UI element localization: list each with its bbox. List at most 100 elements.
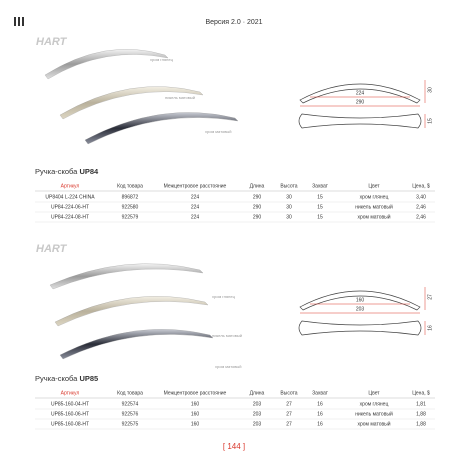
column-header: Цвет: [368, 183, 380, 189]
table-cell: 16: [317, 401, 323, 407]
table-cell: хром глянец: [360, 194, 389, 200]
brand-logo: HART: [36, 243, 68, 255]
table-cell: 922580: [122, 204, 139, 210]
table-cell: 30: [286, 214, 292, 220]
finish-label: хром глянец: [212, 294, 236, 299]
table-cell: хром матовый: [357, 213, 390, 220]
handle-image: [49, 263, 204, 290]
dim-label: 27: [427, 294, 433, 300]
table-cell: 224: [191, 204, 200, 210]
side-view: [299, 290, 421, 311]
table-cell: 27: [286, 401, 292, 407]
column-header: Цена, $: [412, 390, 430, 396]
table-cell: 922579: [122, 214, 139, 220]
table-cell: UP85-160-04-HT: [51, 401, 89, 407]
table-cell: 203: [253, 411, 262, 417]
dim-label: 224: [356, 90, 365, 96]
table-cell: 896872: [122, 194, 139, 200]
finish-label: хром глянец: [150, 57, 174, 62]
table-cell: 290: [253, 194, 262, 200]
column-header: Артикул: [61, 390, 80, 396]
finish-label: хром матовый: [215, 364, 241, 369]
table-cell: хром глянец: [360, 401, 389, 407]
table-cell: 1,88: [416, 421, 426, 427]
table-cell: 290: [253, 204, 262, 210]
menu-icon: [14, 17, 16, 26]
title-model: UP84: [79, 167, 99, 176]
table-cell: хром матовый: [357, 420, 390, 427]
table-cell: 224: [191, 194, 200, 200]
table-cell: 922575: [122, 421, 139, 427]
table-cell: никель матовый: [355, 203, 393, 210]
column-header: Межцентровое расстояние: [164, 390, 227, 396]
table-cell: 2,46: [416, 204, 426, 210]
table-cell: 290: [253, 214, 262, 220]
table-cell: 203: [253, 401, 262, 407]
section-title: Ручка-скоба UP84: [35, 167, 99, 176]
table-cell: 2,46: [416, 214, 426, 220]
table-cell: 160: [191, 401, 200, 407]
column-header: Высота: [280, 390, 297, 396]
table-cell: 1,88: [416, 411, 426, 417]
column-header: Артикул: [61, 183, 80, 189]
title-prefix: Ручка-скоба: [35, 374, 78, 383]
version: Версия 2.0 · 2021: [205, 19, 262, 26]
column-header: Захват: [312, 183, 329, 189]
brand-logo: HART: [36, 36, 68, 48]
product-section: HART хром глянец никель матовый хром матовы…: [35, 243, 435, 430]
menu-icon: [18, 17, 20, 26]
page-number: [ 144 ]: [223, 442, 245, 451]
table-cell: 1,81: [416, 401, 426, 407]
column-header: Захват: [312, 390, 329, 396]
column-header: Код товара: [117, 183, 143, 189]
handle-image: [54, 296, 209, 327]
finish-label: хром матовый: [205, 129, 231, 134]
table-cell: 27: [286, 411, 292, 417]
dim-label: 203: [356, 306, 365, 312]
table-cell: 27: [286, 421, 292, 427]
finish-label: никель матовый: [212, 333, 242, 338]
handle-image: [59, 86, 204, 120]
dim-label: 16: [427, 325, 433, 331]
table-cell: 160: [191, 421, 200, 427]
table-cell: 30: [286, 204, 292, 210]
table-cell: 224: [191, 214, 200, 220]
table-cell: 3,40: [416, 194, 426, 200]
table-cell: 203: [253, 421, 262, 427]
handle-image: [59, 329, 214, 360]
column-header: Цвет: [368, 390, 380, 396]
dim-label: 30: [427, 87, 433, 93]
table-cell: UP84-224-08-HT: [51, 214, 89, 220]
column-header: Цена, $: [412, 183, 430, 189]
menu-icon: [22, 17, 24, 26]
bottom-view: [298, 320, 422, 336]
table-cell: 922576: [122, 411, 139, 417]
table-cell: 15: [317, 214, 323, 220]
title-model: UP85: [79, 374, 98, 383]
column-header: Высота: [280, 183, 297, 189]
table-cell: 16: [317, 421, 323, 427]
title-prefix: Ручка-скоба: [35, 167, 78, 176]
table-cell: никель матовый: [355, 410, 393, 417]
handle-image: [84, 112, 239, 145]
finish-label: никель матовый: [165, 95, 195, 100]
column-header: Код товара: [117, 390, 143, 396]
dim-label: 290: [356, 99, 365, 105]
column-header: Межцентровое расстояние: [164, 183, 227, 189]
side-view: [299, 83, 421, 104]
table-cell: UP84-224-06-HT: [51, 204, 89, 210]
table-cell: 160: [191, 411, 200, 417]
table-cell: 30: [286, 194, 292, 200]
column-header: Длина: [250, 390, 265, 396]
dim-label: 15: [427, 118, 433, 124]
table-cell: UP8404 L-224 CHINA: [45, 194, 95, 200]
section-title: Ручка-скоба UP85: [35, 374, 98, 383]
table-cell: 16: [317, 411, 323, 417]
table-cell: UP85-160-08-HT: [51, 421, 89, 427]
table-cell: 922574: [122, 401, 139, 407]
product-section: HART хром глянец никель матовый хром матовы…: [35, 36, 435, 223]
column-header: Длина: [250, 183, 265, 189]
table-cell: 15: [317, 204, 323, 210]
handle-image: [44, 49, 169, 80]
